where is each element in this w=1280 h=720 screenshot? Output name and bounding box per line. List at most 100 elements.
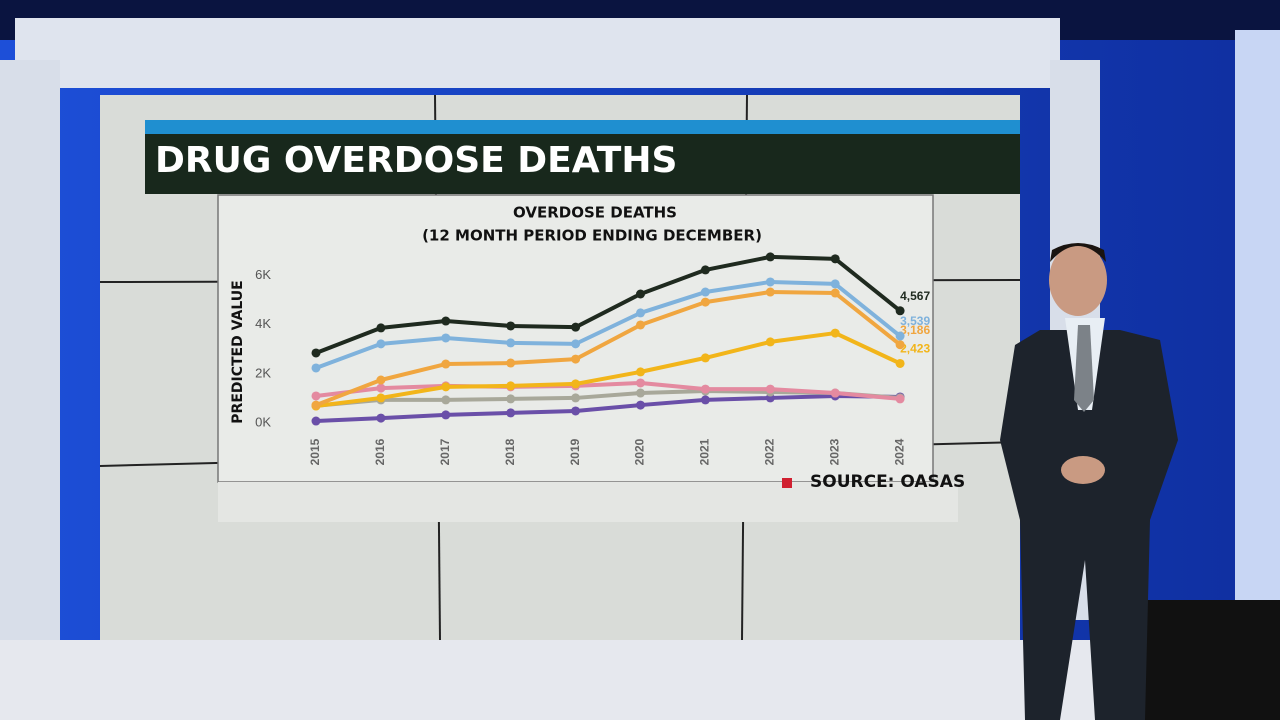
data-point: [506, 381, 516, 391]
series-line: [315, 279, 902, 370]
series-line: [315, 393, 901, 424]
y-tick-label: 2K: [255, 365, 271, 380]
data-point: [571, 393, 581, 403]
y-tick-label: 4K: [255, 316, 271, 331]
presenter-hands: [1061, 456, 1105, 484]
presenter-hair: [1050, 243, 1106, 262]
data-point: [571, 339, 581, 349]
presenter-suit: [1000, 330, 1178, 720]
data-point: [376, 383, 386, 393]
data-point: [636, 400, 645, 410]
source-strip: [218, 482, 958, 522]
data-point: [506, 338, 516, 348]
data-point: [765, 337, 775, 347]
x-tick-label: 2017: [438, 438, 452, 465]
header-bar: [145, 134, 1020, 194]
data-point: [441, 316, 451, 326]
value-label: 4,567: [900, 289, 930, 303]
data-point: [636, 388, 645, 398]
data-point: [311, 348, 321, 358]
x-tick-label: 2016: [373, 438, 387, 465]
data-point: [376, 393, 386, 403]
data-point: [441, 410, 451, 420]
series-line: [315, 290, 902, 407]
data-point: [571, 354, 581, 364]
data-point: [895, 306, 905, 316]
data-point: [571, 322, 581, 332]
x-tick-label: 2024: [892, 438, 906, 465]
data-point: [311, 363, 321, 373]
data-point: [765, 384, 775, 394]
data-point: [636, 378, 645, 388]
x-tick-label: 2018: [503, 438, 517, 465]
chart-frame: [217, 194, 934, 483]
data-point: [506, 408, 516, 418]
data-point: [376, 339, 386, 349]
data-point: [700, 384, 710, 394]
data-point: [636, 320, 645, 330]
data-point: [830, 328, 840, 338]
presenter-head: [1049, 244, 1107, 316]
value-label: 2,423: [900, 342, 930, 356]
data-point: [895, 340, 905, 350]
source-marker: [782, 478, 792, 488]
presenter-tie: [1074, 325, 1094, 412]
data-point: [441, 395, 451, 405]
data-point: [311, 400, 321, 410]
graphic-title: DRUG OVERDOSE DEATHS: [155, 140, 677, 181]
data-point: [765, 277, 775, 287]
value-label: 3,539: [900, 314, 930, 328]
data-point: [441, 359, 451, 369]
data-point: [700, 395, 710, 405]
y-axis-label: PREDICTED VALUE: [230, 280, 246, 423]
y-tick-label: 0K: [255, 414, 271, 429]
data-point: [311, 416, 321, 426]
data-point: [571, 379, 581, 389]
top-beam: [15, 18, 1060, 88]
y-tick-label: 6K: [255, 267, 271, 282]
data-point: [311, 391, 321, 401]
data-point: [376, 413, 386, 423]
data-point: [830, 279, 840, 289]
source: SOURCE: OASAS: [810, 472, 965, 492]
x-tick-label: 2022: [762, 438, 776, 465]
data-point: [571, 406, 581, 416]
left-frame: [0, 60, 60, 680]
data-point: [636, 367, 645, 377]
data-point: [506, 394, 516, 404]
data-point: [441, 382, 451, 392]
value-label: 3,186: [900, 323, 930, 337]
series-line: [315, 331, 901, 409]
x-tick-label: 2021: [698, 438, 712, 465]
data-point: [636, 289, 645, 299]
data-point: [506, 358, 516, 368]
x-tick-label: 2019: [568, 438, 582, 465]
data-point: [895, 394, 905, 404]
data-point: [700, 265, 710, 275]
x-tick-label: 2015: [308, 438, 322, 465]
data-point: [700, 297, 710, 307]
data-point: [700, 287, 710, 297]
floor-riser: [0, 640, 1100, 720]
data-point: [895, 331, 905, 341]
data-point: [441, 333, 451, 343]
data-point: [506, 321, 516, 331]
chart-subtitle: (12 MONTH PERIOD ENDING DECEMBER): [422, 227, 762, 245]
series-line: [315, 254, 902, 355]
data-point: [830, 288, 840, 298]
data-point: [636, 308, 645, 318]
data-point: [830, 254, 840, 264]
chart-title: OVERDOSE DEATHS: [513, 204, 677, 222]
x-tick-label: 2020: [633, 438, 647, 465]
x-tick-label: 2023: [827, 438, 841, 465]
data-point: [830, 388, 840, 398]
data-point: [700, 353, 710, 363]
right-pillar: [1235, 30, 1280, 600]
plot: 0K 2K 4K 6K 2015 2016 2017 2018 2019 2020 2021 2022…: [255, 252, 930, 465]
data-point: [376, 375, 386, 385]
data-point: [765, 287, 775, 297]
data-point: [895, 358, 905, 368]
presenter: [1000, 243, 1178, 720]
